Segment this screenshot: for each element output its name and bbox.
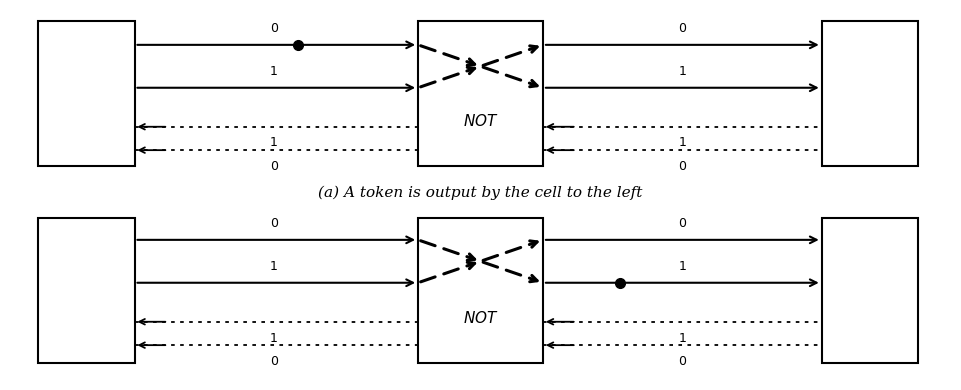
- Text: (a) A token is output by the cell to the left: (a) A token is output by the cell to the…: [318, 186, 643, 200]
- Bar: [418, 21, 543, 166]
- Text: 0: 0: [678, 160, 686, 173]
- Text: $\mathit{NOT}$: $\mathit{NOT}$: [462, 113, 499, 129]
- Text: $\mathit{NOT}$: $\mathit{NOT}$: [462, 310, 499, 326]
- Text: 1: 1: [270, 332, 278, 344]
- Text: 1: 1: [270, 260, 278, 273]
- Bar: [38, 218, 135, 363]
- Bar: [822, 21, 918, 166]
- Text: 0: 0: [270, 217, 278, 230]
- Text: 0: 0: [678, 217, 686, 230]
- Text: 1: 1: [678, 65, 686, 78]
- Text: 1: 1: [270, 136, 278, 149]
- Text: 0: 0: [678, 22, 686, 35]
- Text: 0: 0: [678, 355, 686, 368]
- Bar: [418, 218, 543, 363]
- Text: 1: 1: [270, 65, 278, 78]
- Bar: [822, 218, 918, 363]
- Text: 0: 0: [270, 355, 278, 368]
- Text: 0: 0: [270, 22, 278, 35]
- Text: 1: 1: [678, 136, 686, 149]
- Bar: [38, 21, 135, 166]
- Text: 0: 0: [270, 160, 278, 173]
- Text: 1: 1: [678, 332, 686, 344]
- Text: 1: 1: [678, 260, 686, 273]
